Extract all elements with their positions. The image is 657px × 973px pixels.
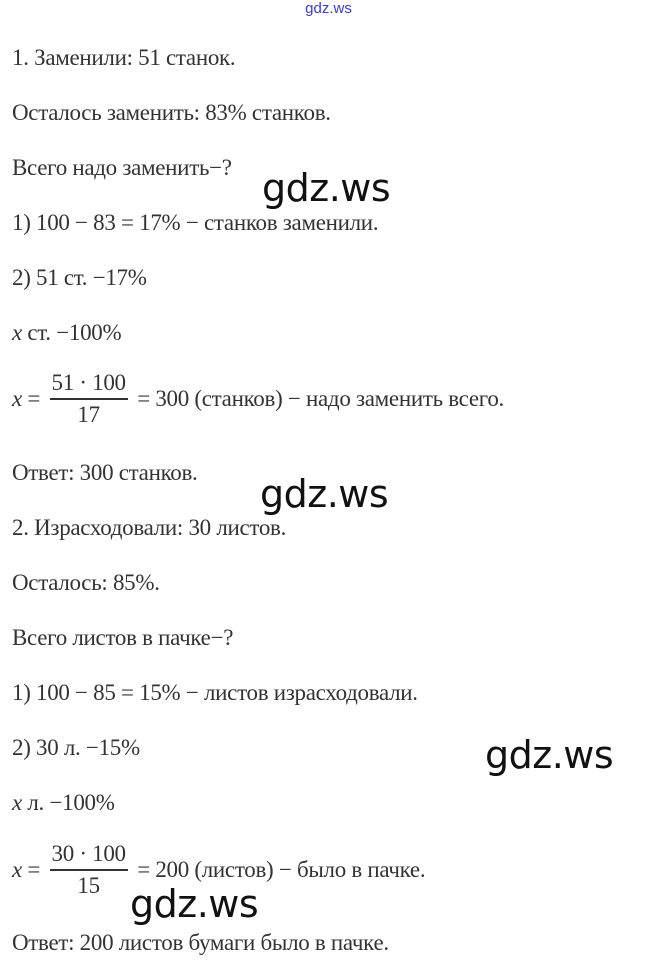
fraction: 30 · 100 15: [49, 839, 128, 901]
equals: =: [21, 857, 46, 882]
proportion-text: ст. −100%: [21, 320, 122, 345]
task1-given-replaced: 1. Заменили: 51 станок.: [12, 45, 236, 70]
task1-answer: Ответ: 300 станков.: [12, 460, 198, 485]
variable-x: x: [12, 790, 22, 815]
numerator: 30 · 100: [49, 839, 128, 871]
task1-question: Всего надо заменить−?: [12, 155, 232, 180]
watermark-large: gdz.ws: [130, 882, 259, 926]
task1-step2-proportion: x ст. −100%: [12, 318, 122, 348]
denominator: 15: [77, 873, 100, 898]
fraction: 51 · 100 17: [49, 368, 128, 430]
task1-fraction-equation: x = 51 · 100 17 = 300 (станков) − надо за…: [12, 368, 504, 430]
task2-question: Всего листов в пачке−?: [12, 625, 234, 650]
task2-given-used: 2. Израсходовали: 30 листов.: [12, 515, 287, 540]
watermark-large: gdz.ws: [485, 733, 614, 777]
task1-step2: 2) 51 ст. −17%: [12, 265, 147, 290]
proportion-text: л. −100%: [21, 790, 115, 815]
equals: =: [21, 386, 46, 411]
watermark-small: gdz.ws: [305, 0, 352, 17]
watermark-large: gdz.ws: [260, 472, 389, 516]
task1-given-remaining: Осталось заменить: 83% станков.: [12, 100, 331, 125]
task2-fraction-equation: x = 30 · 100 15 = 200 (листов) − было в п…: [12, 839, 426, 901]
task2-step2-proportion: x л. −100%: [12, 788, 115, 818]
task2-answer: Ответ: 200 листов бумаги было в пачке.: [12, 930, 389, 955]
task2-given-remaining: Осталось: 85%.: [12, 570, 160, 595]
variable-x: x: [12, 857, 22, 882]
watermark-large: gdz.ws: [262, 166, 391, 210]
result-text: = 200 (листов) − было в пачке.: [131, 857, 426, 882]
denominator: 17: [77, 402, 100, 427]
result-text: = 300 (станков) − надо заменить всего.: [131, 386, 504, 411]
task1-step1: 1) 100 − 83 = 17% − станков заменили.: [12, 210, 379, 235]
numerator: 51 · 100: [49, 368, 128, 400]
task2-step1: 1) 100 − 85 = 15% − листов израсходовали…: [12, 680, 418, 705]
variable-x: x: [12, 320, 22, 345]
task2-step2: 2) 30 л. −15%: [12, 735, 140, 760]
variable-x: x: [12, 386, 22, 411]
